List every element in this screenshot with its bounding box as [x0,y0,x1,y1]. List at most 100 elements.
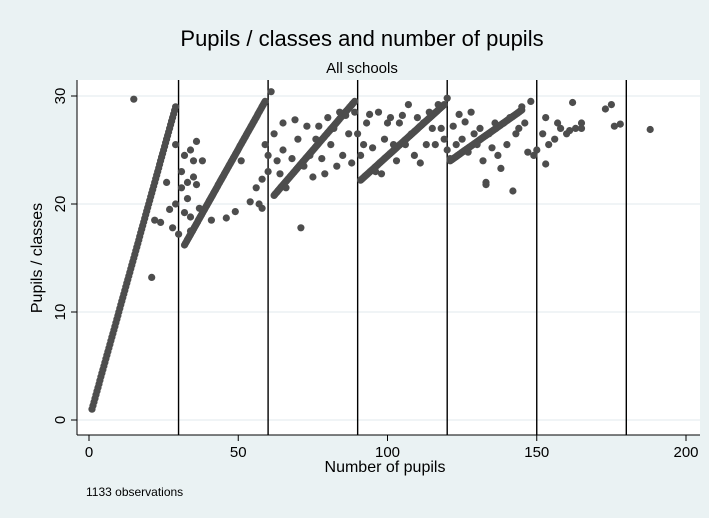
x-tick-label: 150 [524,444,549,461]
data-point [462,118,469,125]
data-point [265,168,272,175]
data-point [291,116,298,123]
data-point [172,103,179,110]
data-point [184,179,191,186]
data-point [178,168,185,175]
data-point [306,152,313,159]
data-point [166,206,173,213]
data-point [542,114,549,121]
data-point [503,141,510,148]
data-point [488,144,495,151]
data-point [276,170,283,177]
observations-note: 1133 observations [86,485,183,499]
data-point [447,155,454,162]
data-point [647,126,654,133]
data-point [163,179,170,186]
data-point [366,111,373,118]
data-point [479,157,486,164]
x-axis: 0 50 100 150 200 [77,435,700,461]
data-point [453,141,460,148]
data-point [279,119,286,126]
data-point [515,125,522,132]
data-point [315,123,322,130]
data-point [441,136,448,143]
x-tick-label: 50 [230,444,247,461]
data-point [387,114,394,121]
data-point [602,105,609,112]
data-point [238,157,245,164]
y-tick-label: 10 [52,304,69,321]
data-point [405,101,412,108]
data-point [438,125,445,132]
data-point [527,98,534,105]
data-point [354,130,361,137]
data-point [450,123,457,130]
data-point [181,152,188,159]
data-point [465,149,472,156]
data-point [208,217,215,224]
data-point [288,155,295,162]
data-point [282,184,289,191]
data-point [474,141,481,148]
data-point [265,152,272,159]
data-point [521,119,528,126]
data-point [396,119,403,126]
data-point [444,146,451,153]
data-point [348,159,355,166]
data-point [399,112,406,119]
data-point [259,176,266,183]
data-point [172,200,179,207]
data-point [378,170,385,177]
data-point [608,101,615,108]
data-point [330,125,337,132]
data-point [223,214,230,221]
x-tick-label: 0 [85,444,93,461]
y-tick-label: 20 [52,196,69,213]
data-point [390,141,397,148]
chart-subtitle: All schools [326,60,398,77]
data-point [375,109,382,116]
data-point [506,114,513,121]
data-point [491,119,498,126]
data-point [312,136,319,143]
data-point [468,109,475,116]
y-tick-label: 0 [52,416,69,424]
data-point [435,101,442,108]
data-point [187,213,194,220]
data-point [497,165,504,172]
data-point [181,209,188,216]
data-point [369,144,376,151]
data-point [617,121,624,128]
data-point [345,130,352,137]
data-point [333,163,340,170]
data-point [324,114,331,121]
data-point [471,130,478,137]
data-point [169,224,176,231]
data-point [539,130,546,137]
data-point [172,141,179,148]
data-point [178,184,185,191]
data-point [247,198,254,205]
data-point [232,208,239,215]
data-point [459,136,466,143]
data-point [351,109,358,116]
data-point [381,136,388,143]
data-point [518,103,525,110]
data-point [417,159,424,166]
data-point [268,88,275,95]
data-point [420,119,427,126]
data-point [187,146,194,153]
data-point [444,95,451,102]
data-point [193,181,200,188]
data-point [321,170,328,177]
data-point [279,146,286,153]
y-tick-label: 30 [52,88,69,105]
data-point [274,157,281,164]
data-point [297,224,304,231]
data-point [533,146,540,153]
data-point [456,111,463,118]
data-point [342,112,349,119]
data-point [253,184,260,191]
data-point [339,152,346,159]
